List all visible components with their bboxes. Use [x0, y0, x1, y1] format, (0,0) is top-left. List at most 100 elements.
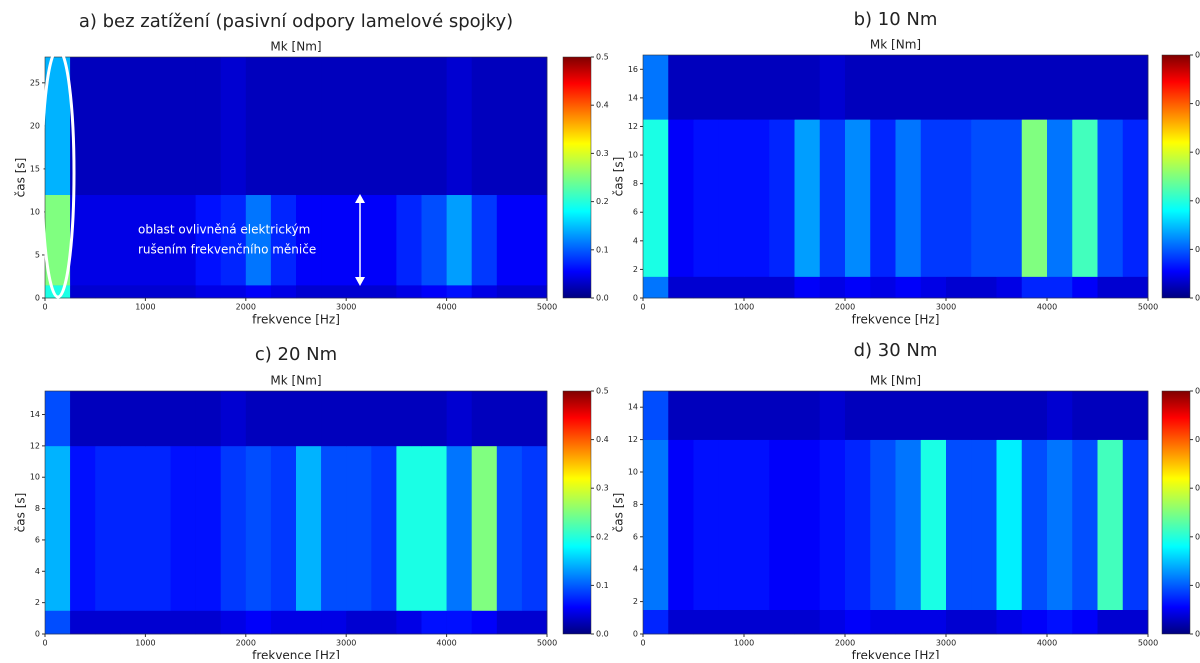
heat-cell [946, 439, 972, 610]
heat-cell [195, 285, 221, 299]
x-tick-label: 3000 [336, 303, 356, 312]
heat-cell [170, 194, 196, 286]
heat-cell [446, 285, 472, 299]
heat-cell [1122, 55, 1149, 120]
heat-cell [870, 391, 896, 440]
x-axis-label: frekvence [Hz] [252, 313, 340, 327]
heat-cell [643, 119, 669, 277]
heat-cell [70, 610, 96, 635]
heat-cell [1047, 439, 1073, 610]
heat-cell [643, 609, 669, 635]
x-tick-label: 5000 [1138, 639, 1158, 648]
heat-cell [1097, 439, 1124, 610]
heat-cell [794, 439, 821, 610]
colorbar-tick-label: 0.4 [596, 435, 609, 444]
heat-cell [870, 119, 896, 277]
panel-title: a) bez zatížení (pasivní odpory lamelové… [79, 11, 513, 32]
heat-cell [996, 276, 1023, 299]
heat-cell [371, 610, 397, 635]
heat-cell [769, 119, 795, 277]
heat-cell [794, 119, 821, 277]
colorbar-tick-label: 0.1 [1195, 245, 1200, 254]
heat-cell [471, 445, 498, 611]
colorbar-tick-label: 0.2 [1195, 532, 1200, 541]
heat-cell [794, 55, 821, 120]
heat-cell [321, 194, 347, 286]
y-tick-label: 10 [628, 468, 638, 477]
heat-cell [170, 610, 196, 635]
heat-cell [1097, 276, 1124, 299]
heat-cell [1097, 609, 1124, 635]
colorbar-tick-label: 0.4 [1195, 99, 1200, 108]
heat-cell [521, 285, 548, 299]
heat-cell [220, 610, 247, 635]
heat-cell [145, 610, 171, 635]
x-tick-label: 1000 [135, 303, 155, 312]
x-tick-label: 1000 [734, 639, 754, 648]
heat-cell [1072, 609, 1098, 635]
heat-cell [120, 194, 146, 286]
heat-cell [321, 610, 347, 635]
x-axis-label: frekvence [Hz] [852, 313, 940, 327]
heat-cell [819, 276, 846, 299]
heat-cell [996, 391, 1023, 440]
heat-cell [220, 391, 247, 447]
colorbar-tick-label: 0.2 [596, 197, 609, 206]
y-tick-label: 8 [633, 179, 638, 188]
x-tick-label: 2000 [236, 639, 256, 648]
x-axis-label: frekvence [Hz] [252, 649, 340, 660]
heat-cell [120, 610, 146, 635]
colorbar-tick-label: 0.3 [596, 149, 609, 158]
highlight-ellipse [40, 47, 76, 299]
heat-cell [270, 57, 297, 196]
panel-subtitle: Mk [Nm] [870, 38, 921, 52]
heat-cell [643, 391, 669, 440]
heat-cell [971, 439, 997, 610]
panel-title: c) 20 Nm [255, 344, 337, 365]
heat-cell [744, 391, 770, 440]
y-tick-label: 0 [35, 294, 40, 303]
heat-cell [220, 194, 247, 286]
y-tick-label: 14 [628, 93, 638, 102]
heat-cell [346, 285, 372, 299]
heat-cell [346, 445, 372, 611]
heat-cell [718, 609, 745, 635]
x-tick-label: 5000 [1138, 303, 1158, 312]
heat-cell [996, 55, 1023, 120]
heat-cell [895, 439, 922, 610]
x-tick-label: 0 [640, 303, 645, 312]
heat-cell [120, 445, 146, 611]
heat-cell [195, 391, 221, 447]
heat-cell [170, 445, 196, 611]
heat-cell [95, 391, 121, 447]
colorbar-tick-label: 0.5 [1195, 51, 1200, 60]
heat-cell [845, 119, 871, 277]
heat-cell [396, 445, 422, 611]
heat-cell [1072, 55, 1098, 120]
heat-cell [693, 55, 720, 120]
heat-cell [794, 391, 821, 440]
heat-cell [971, 276, 997, 299]
heat-cell [819, 609, 846, 635]
colorbar [562, 390, 592, 635]
heat-cell [1122, 119, 1149, 277]
colorbar-tick-label: 0.4 [1195, 435, 1200, 444]
colorbar-tick-label: 0.5 [596, 387, 609, 396]
heat-cell [1021, 439, 1048, 610]
colorbar-tick-label: 0.3 [1195, 148, 1200, 157]
heat-cell [195, 610, 221, 635]
heat-cell [296, 285, 322, 299]
colorbar [1161, 390, 1191, 635]
heat-cell [1122, 439, 1149, 610]
x-tick-label: 4000 [436, 303, 456, 312]
heat-cell [870, 439, 896, 610]
heat-cell [446, 57, 472, 196]
y-tick-label: 5 [35, 250, 40, 259]
heat-cell [321, 285, 347, 299]
heat-cell [895, 391, 922, 440]
colorbar-tick-label: 0.0 [596, 630, 609, 639]
y-tick-label: 2 [633, 597, 638, 606]
y-tick-label: 10 [30, 473, 40, 482]
heat-cell [421, 57, 447, 196]
